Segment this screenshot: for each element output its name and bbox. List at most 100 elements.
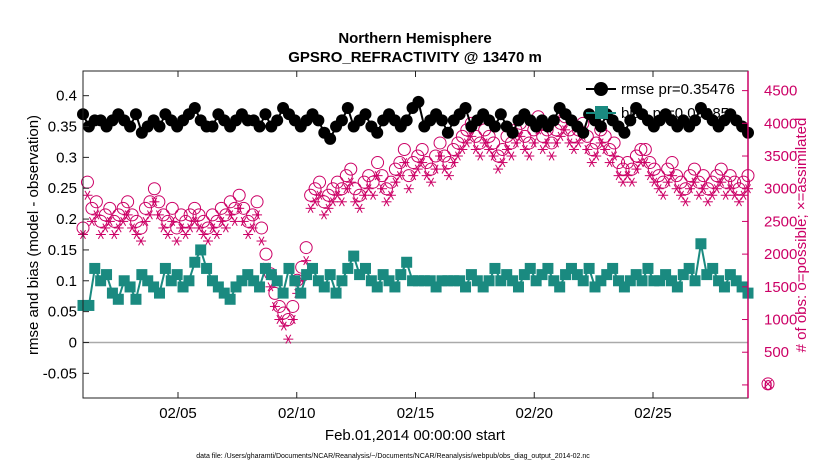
y-tick-label: 0.35	[48, 119, 77, 136]
bias-point	[477, 281, 489, 293]
assimilated-point	[618, 177, 629, 187]
possible-point	[402, 169, 416, 183]
assimilated-point	[381, 197, 392, 207]
possible-point	[357, 175, 371, 189]
bias-point	[259, 262, 271, 274]
assimilated-point-stroke	[499, 157, 506, 168]
assimilated-point	[211, 229, 222, 240]
possible-point	[415, 142, 429, 156]
possible-point	[237, 201, 251, 215]
possible-point	[643, 156, 657, 170]
assimilated-point-stroke	[571, 144, 577, 155]
rmse-point	[129, 108, 142, 121]
assimilated-point-stroke	[325, 203, 332, 213]
assimilated-point	[283, 334, 294, 344]
assimilated-point-stroke	[695, 190, 702, 200]
possible-point	[214, 201, 228, 215]
bias-point	[554, 281, 566, 293]
assimilated-point-stroke	[271, 301, 278, 312]
y-tick-label: 0.1	[56, 273, 77, 290]
assimilated-point	[185, 223, 196, 233]
assimilated-point	[377, 184, 388, 194]
bias-point	[707, 262, 719, 274]
assimilated-point-stroke	[669, 171, 676, 181]
assimilated-point-stroke	[606, 157, 613, 168]
rmse-point	[324, 132, 337, 145]
assimilated-point-stroke	[504, 144, 510, 155]
bias-point	[718, 281, 730, 293]
possible-point	[446, 142, 460, 156]
possible-point	[304, 188, 318, 202]
assimilated-point-stroke	[169, 216, 176, 227]
possible-point	[308, 182, 322, 196]
bias-point	[677, 269, 689, 281]
assimilated-point-stroke	[191, 216, 198, 227]
assimilated-point	[595, 138, 606, 148]
zero-count-marker	[761, 377, 775, 391]
possible-point	[152, 195, 166, 209]
bias-point	[112, 293, 124, 305]
possible-point	[487, 136, 501, 150]
assimilated-point	[229, 216, 240, 227]
rmse-point	[206, 120, 219, 133]
rmse-point	[547, 114, 560, 127]
bias-point	[124, 281, 136, 293]
bias-point	[607, 262, 619, 274]
bias-point	[471, 275, 483, 287]
assimilated-point	[662, 177, 673, 187]
bias-point	[365, 275, 377, 287]
possible-point	[629, 149, 643, 163]
assimilated-point-stroke	[428, 177, 435, 187]
legend-label: rmse pr=0.35476	[621, 81, 735, 98]
bias-point	[159, 262, 171, 274]
assimilated-point	[528, 138, 539, 148]
possible-point	[424, 162, 438, 176]
bias-point	[171, 269, 183, 281]
y-right-tick-label: 0	[764, 377, 772, 394]
assimilated-point-stroke	[472, 144, 479, 155]
assimilated-point-stroke	[160, 223, 167, 233]
possible-point	[589, 136, 603, 150]
assimilated-point-stroke	[584, 144, 591, 155]
series-layer	[76, 95, 755, 344]
bias-point	[318, 281, 330, 293]
bias-point	[730, 275, 742, 287]
y-right-tick-label: 1500	[764, 279, 797, 296]
possible-point	[272, 299, 286, 313]
possible-point	[607, 136, 621, 150]
bias-point	[154, 287, 166, 299]
rmse-point	[689, 114, 702, 127]
assimilated-point-stroke	[602, 144, 609, 155]
bias-point	[142, 275, 154, 287]
assimilated-point	[524, 151, 535, 161]
assimilated-point	[95, 229, 106, 240]
assimilated-point	[100, 223, 111, 233]
assimilated-point	[390, 177, 401, 187]
assimilated-point-stroke	[477, 151, 484, 161]
bias-point	[118, 275, 130, 287]
assimilated-point	[609, 151, 620, 161]
possible-point	[455, 129, 469, 143]
assimilated-point-stroke	[213, 229, 220, 240]
assimilated-point	[287, 314, 298, 325]
assimilated-point-stroke	[280, 321, 287, 331]
assimilated-point-stroke	[258, 236, 265, 246]
assimilated-point	[403, 184, 414, 194]
bias-point	[289, 275, 301, 287]
assimilated-point	[591, 151, 602, 161]
bias-point	[83, 299, 95, 311]
possible-point	[219, 208, 233, 222]
possible-point	[197, 214, 211, 228]
assimilated-point-stroke	[682, 197, 689, 207]
y-right-tick-label: 3500	[764, 148, 797, 165]
assimilated-point	[363, 184, 374, 194]
bias-point	[654, 275, 666, 287]
bias-point	[489, 262, 501, 274]
possible-point	[335, 182, 349, 196]
possible-point	[317, 195, 331, 209]
possible-point	[696, 169, 710, 183]
bias-point	[642, 262, 654, 274]
rmse-point	[188, 102, 201, 115]
assimilated-point	[368, 190, 379, 200]
bias-point	[701, 269, 713, 281]
